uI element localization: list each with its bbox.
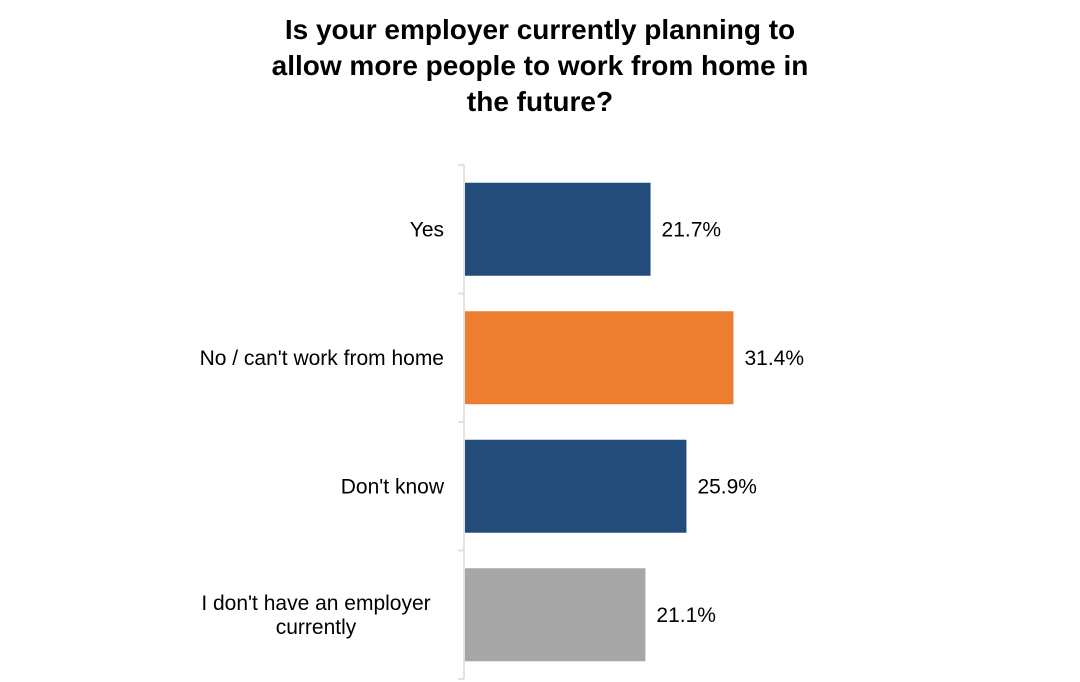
bar (465, 439, 687, 533)
chart-title: Is your employer currently planning to a… (271, 14, 809, 117)
value-label: 21.7% (662, 218, 722, 241)
bar (465, 568, 646, 662)
bar (465, 182, 651, 276)
value-label: 21.1% (656, 604, 716, 627)
category-label: Yes (410, 218, 444, 241)
bar (465, 311, 734, 405)
category-label: Don't know (341, 475, 445, 498)
value-label: 31.4% (744, 347, 804, 370)
category-label: I don't have an employer currently (201, 592, 430, 639)
value-label: 25.9% (697, 475, 757, 498)
category-label: No / can't work from home (200, 347, 444, 370)
